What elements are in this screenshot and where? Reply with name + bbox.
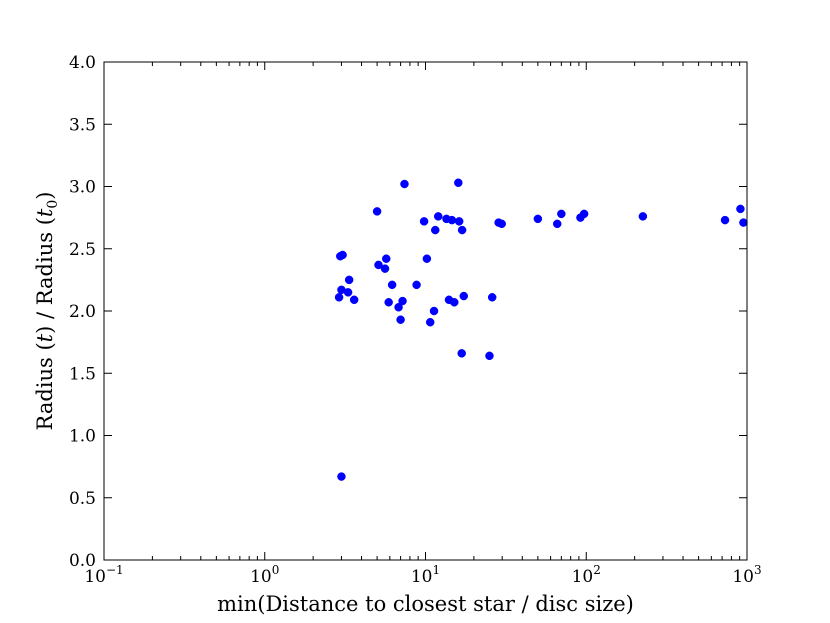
x-tick-base: 10 [411,567,433,587]
y-label-part-3: ) [33,192,57,200]
y-label-t0-subscript: 0 [45,200,61,209]
data-point [334,293,344,302]
data-point [400,179,409,189]
y-tick-label: 1.5 [69,364,96,384]
data-point [638,212,648,221]
y-tick-label: 2.5 [69,240,96,260]
data-point [720,215,730,225]
data-point [384,298,393,307]
data-point [485,351,494,361]
data-point [337,472,346,481]
y-tick-label: 3.5 [69,115,96,135]
data-point [557,209,566,219]
data-point [374,260,383,270]
data-point [433,212,443,221]
x-tick-label: 102 [572,563,601,587]
data-point [419,217,429,226]
x-tick-label: 10−1 [84,563,123,587]
data-point [497,219,506,229]
x-tick-exponent: 3 [754,563,762,577]
x-tick-label: 101 [411,563,440,587]
y-tick-label: 0.5 [69,489,96,509]
data-point [450,298,459,307]
x-axis-label: min(Distance to closest star / disc size… [217,592,634,616]
data-point [579,209,589,219]
tick-labels: 10−1 100 101 102 1030.00.51.01.52.02.53.03.5… [69,53,762,587]
x-tick-exponent: 0 [272,563,280,577]
x-tick-base: 10 [732,567,754,587]
x-tick-base: 10 [250,567,272,587]
data-point [380,264,390,273]
plot-frame [103,61,748,561]
data-point [349,295,359,305]
data-points [334,178,748,481]
y-label-t0: t [33,208,57,217]
data-point [394,303,403,312]
data-point [454,217,464,226]
data-point [459,291,469,301]
data-point [425,317,435,327]
data-point [344,275,354,285]
y-tick-label: 2.0 [69,302,96,322]
data-point [457,225,467,235]
y-tick-label: 0.0 [69,551,96,571]
data-point [372,207,382,216]
data-point [457,349,466,358]
data-point [487,293,497,302]
x-tick-exponent: −1 [106,563,124,577]
data-point [422,254,432,263]
x-tick-exponent: 1 [433,563,441,577]
data-point [387,280,397,290]
data-point [552,219,562,229]
y-axis-label: Radius (t) / Radius (t0) [33,192,61,431]
x-tick-label: 100 [250,563,279,587]
y-label-part-1: Radius ( [33,342,57,430]
data-point [396,315,405,324]
data-point [533,214,543,224]
data-point [382,254,391,263]
y-tick-label: 3.0 [69,178,96,198]
x-tick-label: 103 [732,563,761,587]
y-tick-label: 4.0 [69,53,96,73]
data-point [431,225,440,235]
data-point [412,280,421,290]
axis-ticks [103,61,748,561]
data-point [398,296,407,306]
y-label-t: t [33,333,57,342]
data-point [454,178,463,188]
data-point [343,288,353,297]
data-point [736,204,745,214]
x-tick-base: 10 [572,567,594,587]
data-point [447,215,457,225]
data-point [429,306,439,316]
x-tick-exponent: 2 [593,563,601,577]
y-label-part-2: ) / Radius ( [33,217,57,334]
y-tick-label: 1.0 [69,427,96,447]
data-point [739,218,748,227]
data-point [338,250,347,260]
x-tick-base: 10 [84,567,106,587]
